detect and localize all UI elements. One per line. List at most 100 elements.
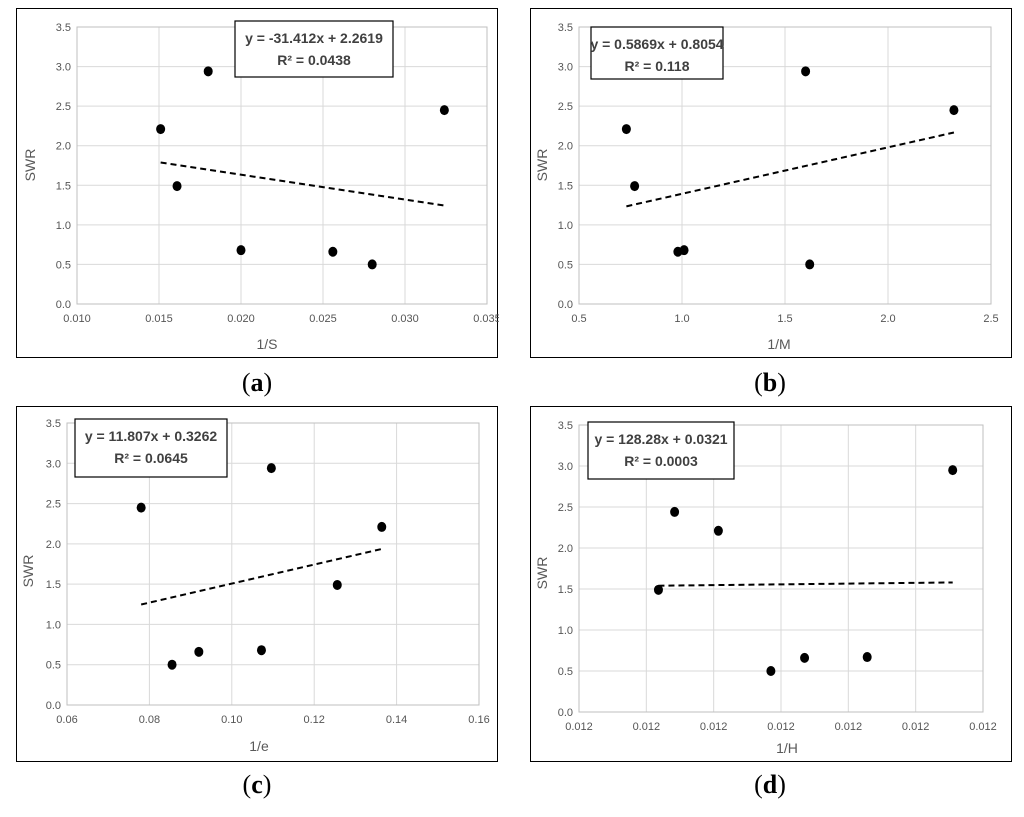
data-point [167,659,177,670]
y-tick-label: 1.5 [56,180,71,192]
plot-area [578,26,992,305]
data-point [653,584,663,595]
x-tick-label: 0.10 [221,714,242,726]
x-tick-label: 0.035 [473,313,499,325]
data-point [332,579,342,590]
equation-box [587,421,735,480]
y-tick-label: 1.0 [558,220,573,232]
y-tick-label: 0.5 [558,259,573,271]
y-tick-label: 0.0 [56,299,71,311]
trendline-equation: y = 11.807x + 0.3262 [85,428,218,444]
x-tick-label: 0.12 [303,714,324,726]
data-point [377,521,387,532]
trendline [626,131,955,208]
panel-label-d: (d) [754,770,786,799]
data-point [948,465,958,476]
data-point [679,245,689,256]
x-tick-label: 0.030 [391,313,419,325]
y-tick-label: 3.0 [558,461,573,473]
data-point [805,259,815,270]
plot-area [578,424,984,713]
data-point [862,652,872,663]
x-tick-label: 0.012 [902,721,930,733]
data-point [630,181,640,192]
data-point [801,66,811,77]
x-tick-label: 0.5 [571,313,586,325]
trendline [140,547,382,606]
data-point [136,502,146,513]
y-tick-label: 3.0 [558,62,573,74]
y-tick-label: 2.0 [558,543,573,555]
y-tick-label: 3.0 [46,458,61,470]
x-tick-label: 0.012 [565,721,593,733]
panel-label-c: (c) [242,770,272,799]
x-tick-label: 0.015 [145,313,173,325]
x-tick-label: 0.012 [633,721,661,733]
y-tick-label: 3.5 [558,420,573,432]
data-point [266,463,276,474]
data-point [621,124,631,135]
y-tick-label: 0.5 [558,666,573,678]
chart-b-svg: 0.0 0.5 1.0 1.5 2.0 2.5 3.0 3.5 0.5 1.0 1.5 2.0 2.5 y… [534,22,999,352]
x-tick-label: 0.025 [309,313,337,325]
x-tick-label: 1.5 [777,313,792,325]
x-tick-label: 0.012 [969,721,997,733]
data-point [236,245,246,256]
data-point [256,645,266,656]
equation-box [234,20,394,78]
y-tick-label: 0.5 [56,259,71,271]
y-tick-label: 2.5 [46,499,61,511]
data-point [203,66,213,77]
y-tick-label: 3.0 [56,62,71,74]
y-tick-label: 2.0 [56,141,71,153]
y-tick-label: 1.5 [558,584,573,596]
r-squared-label: R² = 0.118 [625,58,690,74]
data-point [439,105,449,116]
r-squared-label: R² = 0.0003 [624,453,698,469]
y-tick-label: 1.0 [56,220,71,232]
y-tick-label: 0.0 [558,299,573,311]
y-axis-title: SWR [20,555,36,588]
data-point [156,124,166,135]
x-tick-label: 0.010 [63,313,91,325]
y-tick-label: 0.5 [46,660,61,672]
y-tick-label: 1.5 [558,180,573,192]
data-point [328,246,338,257]
y-tick-label: 3.5 [46,418,61,430]
y-tick-label: 3.5 [558,22,573,34]
trendline [160,161,445,207]
data-point [367,259,377,270]
r-squared-label: R² = 0.0645 [114,450,188,466]
x-tick-label: 0.012 [835,721,863,733]
chart-d-svg: 0.0 0.5 1.0 1.5 2.0 2.5 3.0 3.5 0.012 0.012 0.012 0… [534,420,997,756]
plot-area [66,422,480,706]
y-tick-label: 1.0 [558,625,573,637]
x-tick-label: 0.06 [56,714,77,726]
chart-a-svg: 0.0 0.5 1.0 1.5 2.0 2.5 3.0 3.5 0.010 0.015 0.020 0… [22,20,499,352]
x-tick-label: 0.012 [700,721,728,733]
y-tick-label: 2.0 [46,539,61,551]
y-axis-title: SWR [534,149,550,182]
x-axis-title: 1/H [776,740,798,756]
chart-frame-d: 0.0 0.5 1.0 1.5 2.0 2.5 3.0 3.5 0.012 0.012 0.012 0… [530,406,1012,762]
y-axis-title: SWR [22,149,38,182]
y-tick-label: 2.0 [558,141,573,153]
data-point [800,652,810,663]
y-tick-label: 2.5 [558,502,573,514]
data-point [670,506,680,517]
chart-frame-a: 0.0 0.5 1.0 1.5 2.0 2.5 3.0 3.5 0.010 0.015 0.020 0… [16,8,499,358]
chart-frame-c: 0.0 0.5 1.0 1.5 2.0 2.5 3.0 3.5 0.06 0.08 0.10 0.12… [16,406,498,762]
x-tick-label: 0.020 [227,313,255,325]
data-point [713,525,723,536]
panel-label-a: (a) [241,368,273,397]
x-tick-label: 0.012 [767,721,795,733]
y-tick-label: 1.5 [46,579,61,591]
x-tick-label: 1.0 [674,313,689,325]
data-point [172,181,182,192]
trendline [658,581,953,587]
trendline-equation: y = 0.5869x + 0.8054 [590,36,723,52]
data-point [949,105,959,116]
x-tick-label: 0.08 [139,714,160,726]
equation-box [74,418,228,478]
y-tick-label: 0.0 [46,700,61,712]
